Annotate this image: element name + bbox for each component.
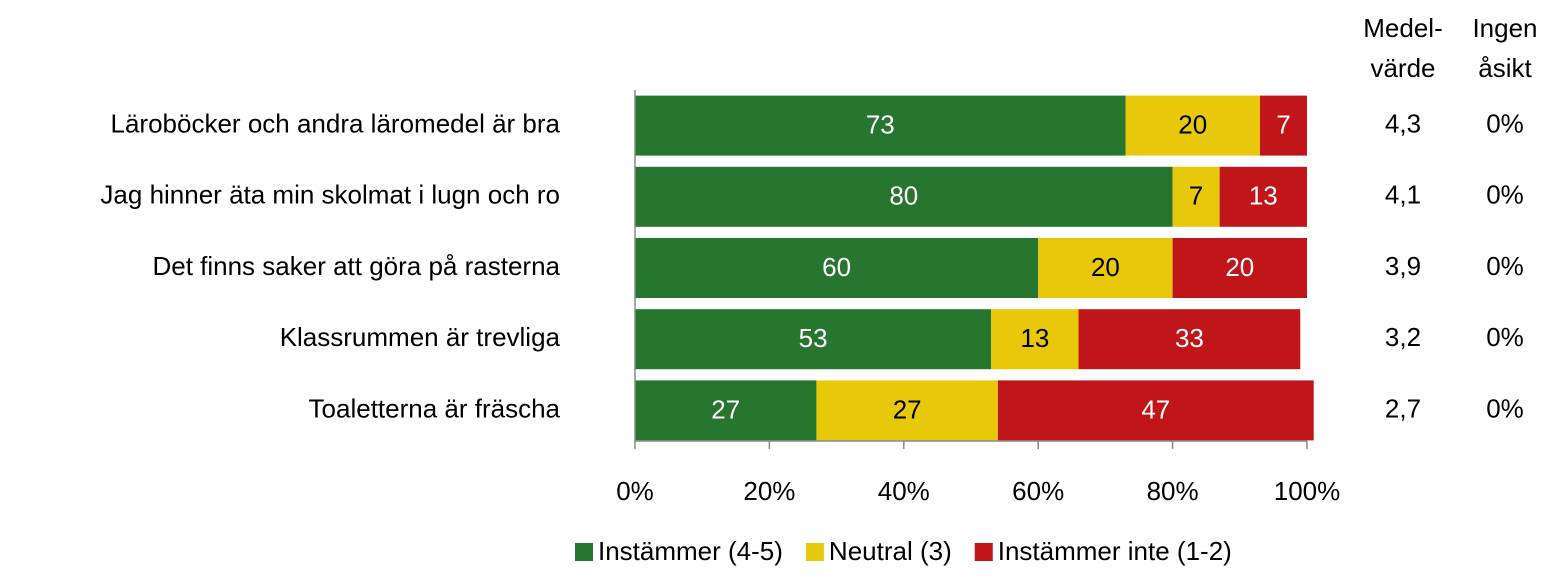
mean-header: värde: [1370, 53, 1435, 83]
bar-segment: [1172, 166, 1220, 227]
x-tick-label: 60%: [1012, 476, 1064, 506]
bar-segment: [635, 166, 1173, 227]
bar-segment: [1125, 95, 1260, 156]
bar-segment: [1259, 95, 1307, 156]
mean-value: 4,3: [1385, 108, 1421, 138]
bar-segment: [635, 95, 1126, 156]
x-tick-label: 20%: [743, 476, 795, 506]
data-label: 7: [1276, 109, 1290, 139]
data-label: 13: [1020, 323, 1049, 353]
bar-segment: [635, 309, 992, 370]
data-label: 47: [1141, 394, 1170, 424]
mean-value: 3,9: [1385, 251, 1421, 281]
data-label: 73: [866, 109, 895, 139]
category-label: Toaletterna är fräscha: [309, 393, 561, 423]
bar-segment: [997, 380, 1314, 441]
data-label: 53: [799, 323, 828, 353]
category-label: Läroböcker och andra läromedel är bra: [111, 108, 561, 138]
data-label: 13: [1249, 181, 1278, 211]
mean-value: 4,1: [1385, 180, 1421, 210]
data-label: 20: [1225, 252, 1254, 282]
legend-swatch: [805, 543, 824, 561]
x-tick-label: 80%: [1147, 476, 1199, 506]
no-opinion-header: åsikt: [1478, 53, 1532, 83]
data-label: 80: [889, 181, 918, 211]
data-label: 60: [822, 252, 851, 282]
data-label: 33: [1175, 323, 1204, 353]
category-label: Det finns saker att göra på rasterna: [152, 251, 560, 281]
data-label: 7: [1189, 181, 1203, 211]
legend-label: Neutral (3): [829, 536, 952, 566]
bar-segment: [1078, 309, 1301, 370]
legend-label: Instämmer (4-5): [598, 536, 783, 566]
no-opinion-header: Ingen: [1472, 13, 1537, 43]
mean-value: 2,7: [1385, 393, 1421, 423]
data-label: 27: [711, 394, 740, 424]
category-label: Jag hinner äta min skolmat i lugn och ro: [100, 180, 560, 210]
no-opinion-value: 0%: [1486, 393, 1524, 423]
x-tick-label: 0%: [616, 476, 654, 506]
bar-segment: [816, 380, 998, 441]
x-tick-label: 100%: [1274, 476, 1341, 506]
no-opinion-value: 0%: [1486, 180, 1524, 210]
mean-header: Medel-: [1363, 13, 1442, 43]
no-opinion-value: 0%: [1486, 322, 1524, 352]
legend-swatch: [575, 543, 593, 561]
category-label: Klassrummen är trevliga: [280, 322, 561, 352]
legend-swatch: [974, 543, 993, 561]
bar-segment: [635, 380, 817, 441]
data-label: 20: [1091, 252, 1120, 282]
no-opinion-value: 0%: [1486, 251, 1524, 281]
data-label: 20: [1178, 109, 1207, 139]
bar-segment: [1038, 238, 1173, 298]
x-tick-label: 40%: [878, 476, 930, 506]
mean-value: 3,2: [1385, 322, 1421, 352]
bar-segment: [635, 238, 1039, 298]
legend-label: Instämmer inte (1-2): [998, 536, 1232, 566]
bar-segment: [1219, 166, 1307, 227]
bar-segment: [1172, 238, 1307, 298]
data-label: 27: [893, 394, 922, 424]
no-opinion-value: 0%: [1486, 108, 1524, 138]
bar-segment: [991, 309, 1079, 370]
